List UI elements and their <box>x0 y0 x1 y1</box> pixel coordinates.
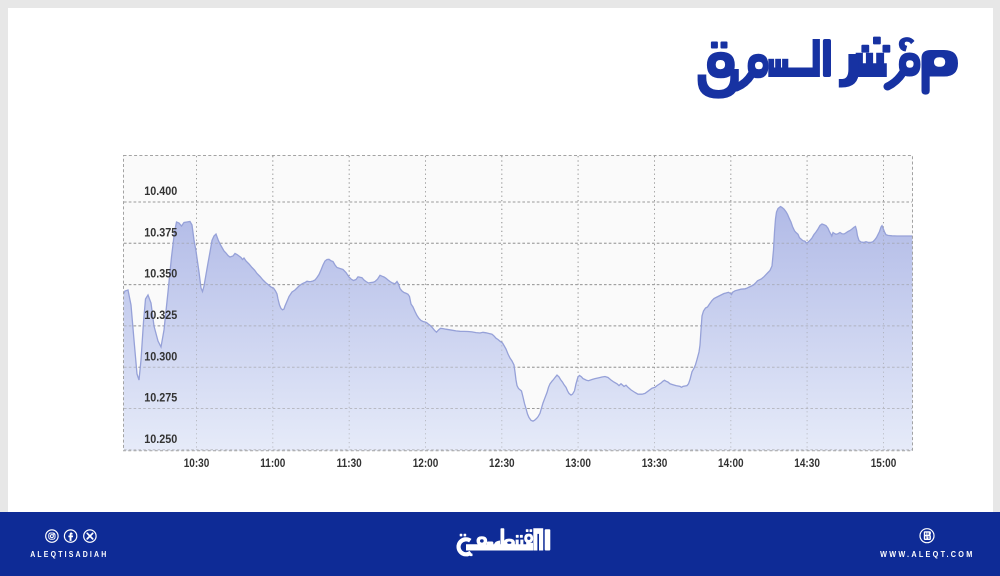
svg-text:WWW.ALEQT.COM: WWW.ALEQT.COM <box>880 550 974 559</box>
svg-text:10.375: 10.375 <box>144 227 178 240</box>
svg-text:10.325: 10.325 <box>144 310 178 323</box>
svg-text:10.400: 10.400 <box>144 186 177 199</box>
svg-text:10.350: 10.350 <box>144 268 177 281</box>
svg-text:13:30: 13:30 <box>642 457 668 470</box>
svg-text:14:30: 14:30 <box>794 457 820 470</box>
svg-text:11:30: 11:30 <box>337 457 362 470</box>
svg-text:12:30: 12:30 <box>489 457 515 470</box>
svg-text:13:00: 13:00 <box>565 457 591 470</box>
svg-text:15:00: 15:00 <box>871 457 897 470</box>
svg-text:10.275: 10.275 <box>144 392 178 405</box>
svg-text:10:30: 10:30 <box>184 457 210 470</box>
svg-text:10.300: 10.300 <box>144 351 177 364</box>
svg-text:ALEQTISADIAH: ALEQTISADIAH <box>30 550 108 560</box>
svg-text:11:00: 11:00 <box>260 457 285 470</box>
svg-text:12:00: 12:00 <box>413 457 439 470</box>
svg-text:14:00: 14:00 <box>718 457 744 470</box>
svg-text:10.250: 10.250 <box>144 433 177 446</box>
